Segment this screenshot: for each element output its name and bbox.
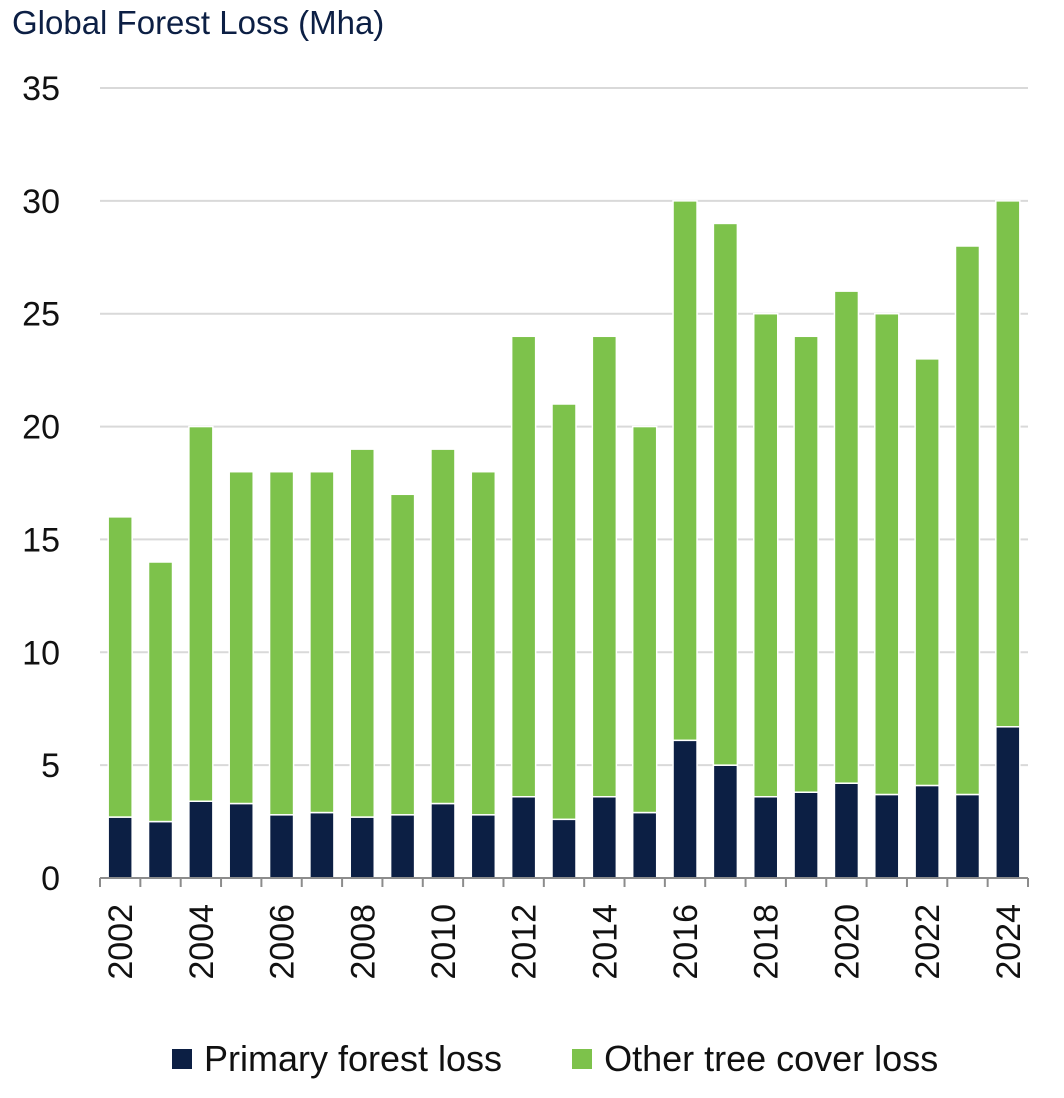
bar-other-2020 <box>833 290 860 784</box>
bar-other-2006 <box>268 470 295 816</box>
bar-primary-2008 <box>349 816 376 879</box>
bar-primary-2019 <box>793 791 819 879</box>
bar-other-2004 <box>188 425 214 803</box>
bar-primary-2017 <box>712 764 739 879</box>
y-tick-label: 0 <box>41 860 60 898</box>
bar-primary-2015 <box>631 811 658 879</box>
bar-primary-2011 <box>470 814 497 879</box>
bar-other-2010 <box>430 448 456 805</box>
legend-label-other: Other tree cover loss <box>604 1038 939 1079</box>
bar-other-2011 <box>470 470 497 816</box>
x-tick-label: 2018 <box>748 904 786 980</box>
x-tick-label: 2002 <box>102 904 140 980</box>
bar-primary-2003 <box>147 820 174 879</box>
y-tick-label: 5 <box>41 747 60 785</box>
x-tick-label: 2014 <box>586 904 624 980</box>
legend-item-other: Other tree cover loss <box>572 1038 938 1080</box>
bar-other-2007 <box>309 470 335 814</box>
bar-other-2009 <box>389 493 416 816</box>
bar-primary-2007 <box>309 811 335 879</box>
bar-primary-2010 <box>430 802 456 879</box>
bar-other-2019 <box>793 335 819 793</box>
y-tick-label: 30 <box>22 183 60 221</box>
bar-other-2003 <box>147 561 174 823</box>
y-tick-label: 35 <box>22 70 60 108</box>
x-tick-label: 2024 <box>990 904 1028 980</box>
bar-other-2012 <box>510 335 537 798</box>
bar-other-2014 <box>591 335 618 798</box>
bar-other-2013 <box>551 403 577 821</box>
bar-primary-2002 <box>107 816 133 879</box>
bar-other-2002 <box>107 516 133 818</box>
bar-primary-2018 <box>752 795 779 879</box>
y-tick-label: 15 <box>22 521 60 559</box>
y-tick-label: 25 <box>22 296 60 334</box>
bar-primary-2012 <box>510 795 537 879</box>
bar-other-2024 <box>995 200 1021 728</box>
bar-primary-2005 <box>228 802 254 879</box>
x-tick-label: 2006 <box>264 904 302 980</box>
bar-other-2008 <box>349 448 376 818</box>
x-tick-label: 2012 <box>506 904 544 980</box>
legend-swatch-primary <box>172 1049 192 1069</box>
legend-swatch-other <box>572 1049 593 1069</box>
bar-primary-2009 <box>389 814 416 879</box>
bar-other-2018 <box>752 312 779 798</box>
axes <box>99 877 1029 887</box>
y-tick-label: 20 <box>22 409 60 447</box>
bar-other-2017 <box>712 222 739 766</box>
bar-primary-2014 <box>591 795 618 879</box>
chart-area: 0 5 10 15 20 25 30 35 2002 2004 2006 2008 2010 2012 20… <box>22 70 1029 980</box>
legend-label-primary: Primary forest loss <box>204 1038 503 1079</box>
bar-other-2016 <box>672 200 698 742</box>
x-tick-label: 2010 <box>425 904 463 980</box>
tick-labels: 0 5 10 15 20 25 30 35 2002 2004 2006 2008 2010 2012 20… <box>22 70 1028 980</box>
bar-other-2005 <box>228 470 254 805</box>
bar-primary-2016 <box>672 739 698 879</box>
bars <box>107 200 1021 879</box>
bar-primary-2022 <box>914 784 940 879</box>
bar-primary-2021 <box>874 793 900 879</box>
bar-other-2021 <box>874 312 900 796</box>
bar-other-2022 <box>914 358 940 787</box>
bar-other-2023 <box>954 245 981 796</box>
x-tick-label: 2022 <box>909 904 947 980</box>
bar-other-2015 <box>631 425 658 814</box>
chart-title: Global Forest Loss (Mha) <box>12 4 385 41</box>
bar-primary-2020 <box>833 782 860 879</box>
bar-primary-2023 <box>954 793 981 879</box>
x-tick-label: 2016 <box>667 904 705 980</box>
x-tick-label: 2020 <box>828 904 866 980</box>
legend-item-primary: Primary forest loss <box>172 1038 502 1080</box>
bar-primary-2004 <box>188 800 214 879</box>
x-tick-label: 2004 <box>183 904 221 980</box>
x-tick-label: 2008 <box>344 904 382 980</box>
y-tick-label: 10 <box>22 634 60 672</box>
legend: Primary forest loss Other tree cover los… <box>172 1038 1008 1080</box>
bar-primary-2024 <box>995 726 1021 879</box>
bar-primary-2006 <box>268 814 295 879</box>
bar-primary-2013 <box>551 818 577 879</box>
